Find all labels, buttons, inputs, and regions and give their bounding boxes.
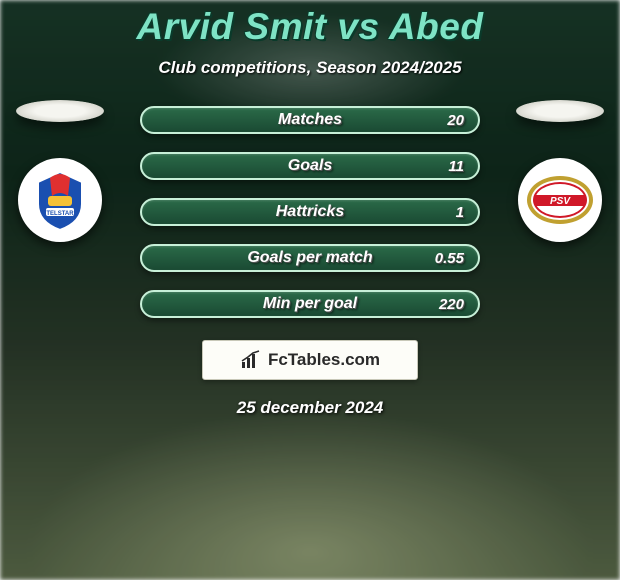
stat-value-right: 0.55: [435, 250, 464, 267]
club-right: PSV: [516, 100, 604, 242]
club-badge-left: TELSTAR: [18, 158, 102, 242]
player-shadow-right: [516, 100, 604, 122]
telstar-crest-icon: TELSTAR: [28, 168, 92, 232]
date-text: 25 december 2024: [237, 398, 384, 418]
stat-bar-matches: Matches 20: [140, 106, 480, 134]
club-badge-right: PSV: [518, 158, 602, 242]
svg-text:PSV: PSV: [550, 196, 571, 207]
stat-value-right: 20: [447, 112, 464, 129]
stat-bar-min-per-goal: Min per goal 220: [140, 290, 480, 318]
svg-text:TELSTAR: TELSTAR: [46, 211, 74, 217]
comparison-area: TELSTAR PSV Matches 20: [0, 106, 620, 318]
brand-badge: FcTables.com: [202, 340, 418, 380]
stat-label: Matches: [278, 111, 342, 129]
stat-value-right: 220: [439, 296, 464, 313]
stat-label: Hattricks: [276, 203, 344, 221]
stat-bar-goals: Goals 11: [140, 152, 480, 180]
stat-label: Goals: [288, 157, 332, 175]
stat-value-right: 11: [448, 158, 464, 175]
player-shadow-left: [16, 100, 104, 122]
stat-label: Min per goal: [263, 295, 357, 313]
stat-bar-goals-per-match: Goals per match 0.55: [140, 244, 480, 272]
infographic-root: Arvid Smit vs Abed Club competitions, Se…: [0, 0, 620, 580]
stat-bar-hattricks: Hattricks 1: [140, 198, 480, 226]
psv-crest-icon: PSV: [525, 165, 595, 235]
page-subtitle: Club competitions, Season 2024/2025: [158, 58, 461, 78]
stat-value-right: 1: [456, 204, 464, 221]
brand-text: FcTables.com: [268, 350, 380, 370]
club-left: TELSTAR: [16, 100, 104, 242]
chart-icon: [240, 350, 262, 370]
page-title: Arvid Smit vs Abed: [137, 6, 484, 48]
stat-label: Goals per match: [247, 249, 372, 267]
